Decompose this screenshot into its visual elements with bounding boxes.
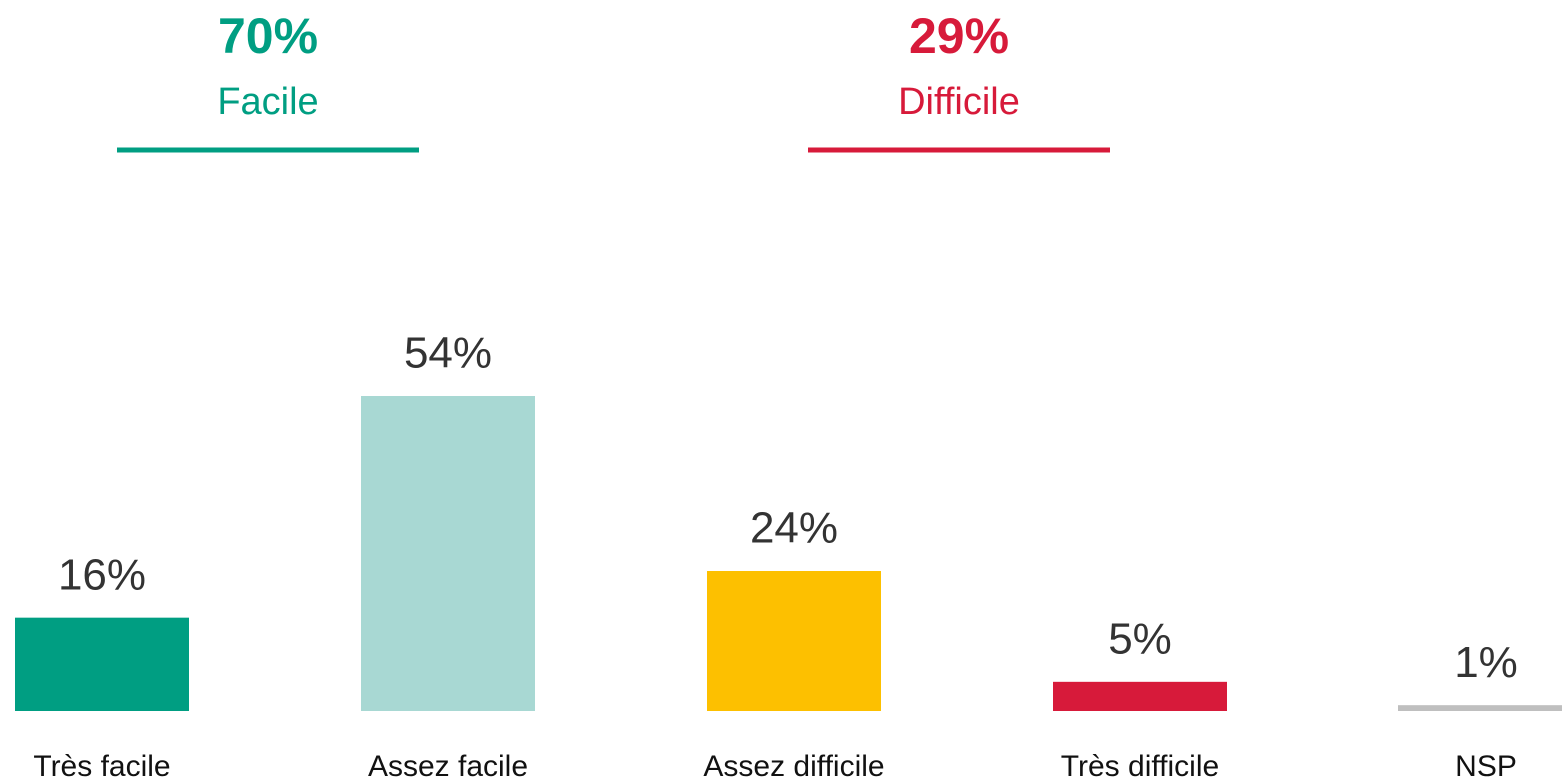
bar: [707, 571, 881, 711]
bar: [15, 617, 189, 711]
bar: [1053, 681, 1227, 711]
value-label: 1%: [1454, 638, 1518, 687]
x-tick-label: Très difficile: [1061, 750, 1219, 783]
bar: [361, 396, 535, 711]
x-tick-label: Assez facile: [368, 750, 528, 783]
bar: [1398, 705, 1562, 711]
x-tick-label: NSP: [1455, 750, 1517, 783]
group-name: Facile: [217, 81, 318, 123]
x-tick-label: Assez difficile: [703, 750, 884, 783]
group-value: 29%: [909, 8, 1009, 64]
value-label: 54%: [404, 329, 492, 378]
value-label: 5%: [1108, 614, 1172, 663]
value-label: 24%: [750, 504, 838, 553]
group-name: Difficile: [898, 81, 1020, 123]
group-value: 70%: [218, 8, 318, 64]
value-label: 16%: [58, 550, 146, 599]
x-tick-label: Très facile: [33, 750, 170, 783]
